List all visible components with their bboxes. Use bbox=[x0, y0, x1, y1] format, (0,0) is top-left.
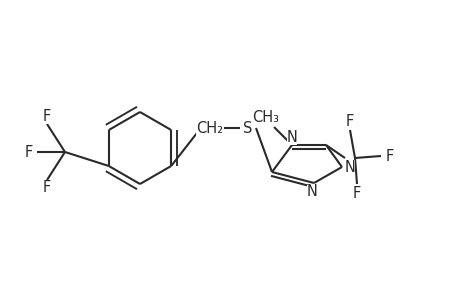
Text: F: F bbox=[385, 148, 393, 164]
Text: F: F bbox=[345, 113, 353, 128]
Text: N: N bbox=[344, 160, 355, 175]
Text: S: S bbox=[243, 121, 252, 136]
Text: F: F bbox=[25, 145, 33, 160]
Text: N: N bbox=[286, 130, 297, 145]
Text: F: F bbox=[43, 109, 51, 124]
Text: F: F bbox=[43, 181, 51, 196]
Text: N: N bbox=[306, 184, 317, 200]
Text: CH₃: CH₃ bbox=[252, 110, 279, 124]
Text: F: F bbox=[352, 185, 360, 200]
Text: CH₂: CH₂ bbox=[196, 121, 223, 136]
